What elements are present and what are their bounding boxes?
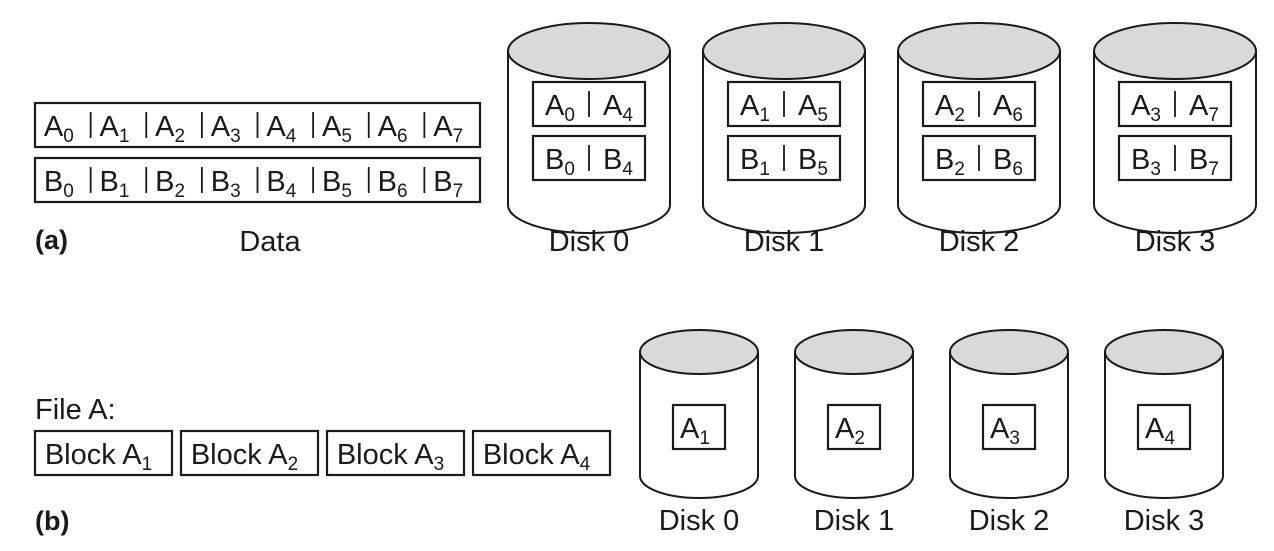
file-block-1: Block A1 — [33, 429, 174, 477]
disk-block-box — [981, 403, 1037, 451]
disk-stripe-cell: A6 — [993, 90, 1023, 126]
file-block-2: Block A2 — [179, 429, 320, 477]
disk-a-1: A1 A5 B1 B5 — [702, 22, 866, 234]
disk-b-2: A3 — [949, 329, 1069, 499]
data-cell: B0 — [44, 166, 74, 202]
disk-caption: Disk 3 — [1135, 226, 1216, 258]
disk-cylinder-top — [949, 329, 1069, 375]
data-row-b: B0 B1 B2 B3 B4 B5 B6 B7 — [33, 156, 482, 204]
disk-cylinder-top — [1093, 22, 1257, 80]
block-label: Block A2 — [191, 439, 298, 475]
data-cell: B3 — [211, 166, 241, 202]
data-cell: B6 — [378, 166, 408, 202]
disk-b-0: A1 — [639, 329, 759, 499]
disk-caption: Disk 1 — [744, 226, 825, 258]
disk-block-cell: A4 — [1145, 413, 1175, 449]
disk-stripe-cell: B6 — [993, 144, 1023, 180]
disk-caption: Disk 0 — [659, 505, 740, 537]
block-label: Block A3 — [337, 439, 444, 475]
disk-caption: Disk 0 — [549, 226, 630, 258]
part-b-label: (b) — [35, 506, 69, 536]
data-cell: A3 — [211, 111, 241, 147]
disk-stripe-cell: B0 — [545, 144, 575, 180]
disk-stripe-cell: B3 — [1131, 144, 1161, 180]
disk-a-3: A3 A7 B3 B7 — [1093, 22, 1257, 234]
disk-block-box — [1136, 403, 1192, 451]
disk-caption: Disk 3 — [1124, 505, 1205, 537]
data-cell: A0 — [44, 111, 74, 147]
block-label: Block A4 — [483, 439, 591, 475]
data-cell: B1 — [99, 166, 129, 202]
disk-caption: Disk 2 — [939, 226, 1020, 258]
data-cell: A2 — [155, 111, 185, 147]
data-cell: A4 — [266, 111, 296, 147]
disk-cylinder-top — [1104, 329, 1224, 375]
disk-stripe-cell: B2 — [935, 144, 965, 180]
data-cell: A5 — [322, 111, 352, 147]
data-cell: B7 — [433, 166, 463, 202]
file-block-3: Block A3 — [325, 429, 466, 477]
data-cell: A6 — [378, 111, 408, 147]
disk-block-cell: A3 — [990, 413, 1020, 449]
disk-stripe-box — [726, 134, 842, 182]
disk-cylinder-top — [507, 22, 671, 80]
disk-stripe-cell: A4 — [603, 90, 633, 126]
block-box — [325, 429, 466, 477]
block-box — [471, 429, 612, 477]
disk-b-3: A4 — [1104, 329, 1224, 499]
block-box — [33, 429, 174, 477]
disk-cylinder-top — [702, 22, 866, 80]
disk-stripe-cell: A7 — [1189, 90, 1219, 126]
disk-block-box — [826, 403, 882, 451]
disk-a-2: A2 A6 B2 B6 — [897, 22, 1061, 234]
data-cell: B5 — [322, 166, 352, 202]
disk-stripe-cell: B4 — [603, 144, 633, 180]
file-a-label: File A: — [35, 394, 116, 426]
disk-stripe-cell: B7 — [1189, 144, 1219, 180]
disk-cylinder-top — [794, 329, 914, 375]
data-cell: B4 — [266, 166, 296, 202]
disk-stripe-cell: A2 — [935, 90, 965, 126]
disk-caption: Disk 1 — [814, 505, 895, 537]
part-a-block-striping: A0 A1 A2 A3 A4 A5 A6 A7 B0 B1 B2 B3 B4 B5 B6 B7 A0 A4 B0 B4… — [33, 22, 1257, 258]
disk-stripe-cell: A5 — [798, 90, 828, 126]
disk-block-cell: A2 — [835, 413, 865, 449]
disk-cylinder-top — [639, 329, 759, 375]
block-label: Block A1 — [45, 439, 152, 475]
part-a-label: (a) — [35, 225, 68, 255]
disk-stripe-cell: B5 — [798, 144, 828, 180]
disk-block-cell: A1 — [680, 413, 710, 449]
disk-stripe-cell: A1 — [740, 90, 770, 126]
disk-block-box — [671, 403, 727, 451]
part-b-block-distribution: Block A1 Block A2 Block A3 Block A4 A1 Disk 0… — [33, 329, 1224, 537]
data-cell: A1 — [99, 111, 129, 147]
disk-stripe-cell: A3 — [1131, 90, 1161, 126]
disk-stripe-cell: A0 — [545, 90, 575, 126]
data-cell: B2 — [155, 166, 185, 202]
disk-b-1: A2 — [794, 329, 914, 499]
block-box — [179, 429, 320, 477]
data-cell: A7 — [433, 111, 463, 147]
disk-stripe-cell: B1 — [740, 144, 770, 180]
data-row-a: A0 A1 A2 A3 A4 A5 A6 A7 — [33, 101, 482, 149]
disk-a-0: A0 A4 B0 B4 — [507, 22, 671, 234]
file-block-4: Block A4 — [471, 429, 612, 477]
disk-caption: Disk 2 — [969, 505, 1050, 537]
data-caption: Data — [239, 226, 301, 258]
disk-cylinder-top — [897, 22, 1061, 80]
